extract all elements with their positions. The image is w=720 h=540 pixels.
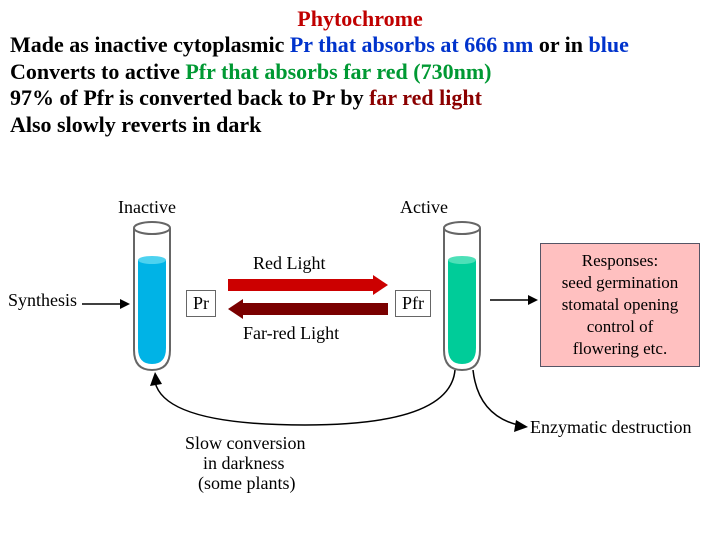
synthesis-arrow [82, 297, 130, 311]
line-4: Also slowly reverts in dark [10, 112, 710, 138]
pfr-box: Pfr [395, 290, 431, 317]
title: Phytochrome [10, 6, 710, 32]
farred-light-label: Far-red Light [243, 323, 339, 344]
responses-l4: control of [545, 316, 695, 338]
l2-b: Pfr that absorbs far red (730nm) [185, 59, 491, 84]
l2-a: Converts to active [10, 59, 185, 84]
responses-box: Responses: seed germination stomatal ope… [540, 243, 700, 367]
responses-l2: seed germination [545, 272, 695, 294]
slowconv-l2: in darkness [203, 453, 284, 474]
diagram-area: Inactive Active Synthesis Pr Red Light F… [0, 175, 720, 515]
red-arrow [228, 275, 388, 295]
slow-conversion-arrow [135, 370, 465, 440]
responses-l1: Responses: [545, 250, 695, 272]
active-label: Active [400, 197, 448, 218]
slowconv-l1: Slow conversion [185, 433, 306, 454]
line-3: 97% of Pfr is converted back to Pr by fa… [10, 85, 710, 111]
responses-l5: flowering etc. [545, 338, 695, 360]
l3-b: far red light [369, 85, 482, 110]
pr-box: Pr [186, 290, 216, 317]
tube-pr [128, 220, 176, 380]
line-1: Made as inactive cytoplasmic Pr that abs… [10, 32, 710, 58]
synthesis-label: Synthesis [8, 290, 77, 311]
line-2: Converts to active Pfr that absorbs far … [10, 59, 710, 85]
inactive-label: Inactive [118, 197, 176, 218]
responses-l3: stomatal opening [545, 294, 695, 316]
tube-pfr [438, 220, 486, 380]
enzymatic-arrow [468, 370, 538, 440]
enzymatic-label: Enzymatic destruction [530, 417, 691, 438]
farred-arrow [228, 299, 388, 319]
slowconv-l3: (some plants) [198, 473, 295, 494]
l1-d: blue [589, 32, 629, 57]
pfr-to-responses-arrow [490, 293, 538, 307]
l1-a: Made as inactive cytoplasmic [10, 32, 290, 57]
l1-c: or in [533, 32, 588, 57]
l3-a: 97% of Pfr is converted back to Pr by [10, 85, 369, 110]
red-light-label: Red Light [253, 253, 326, 274]
l1-b: Pr that absorbs at 666 nm [290, 32, 533, 57]
